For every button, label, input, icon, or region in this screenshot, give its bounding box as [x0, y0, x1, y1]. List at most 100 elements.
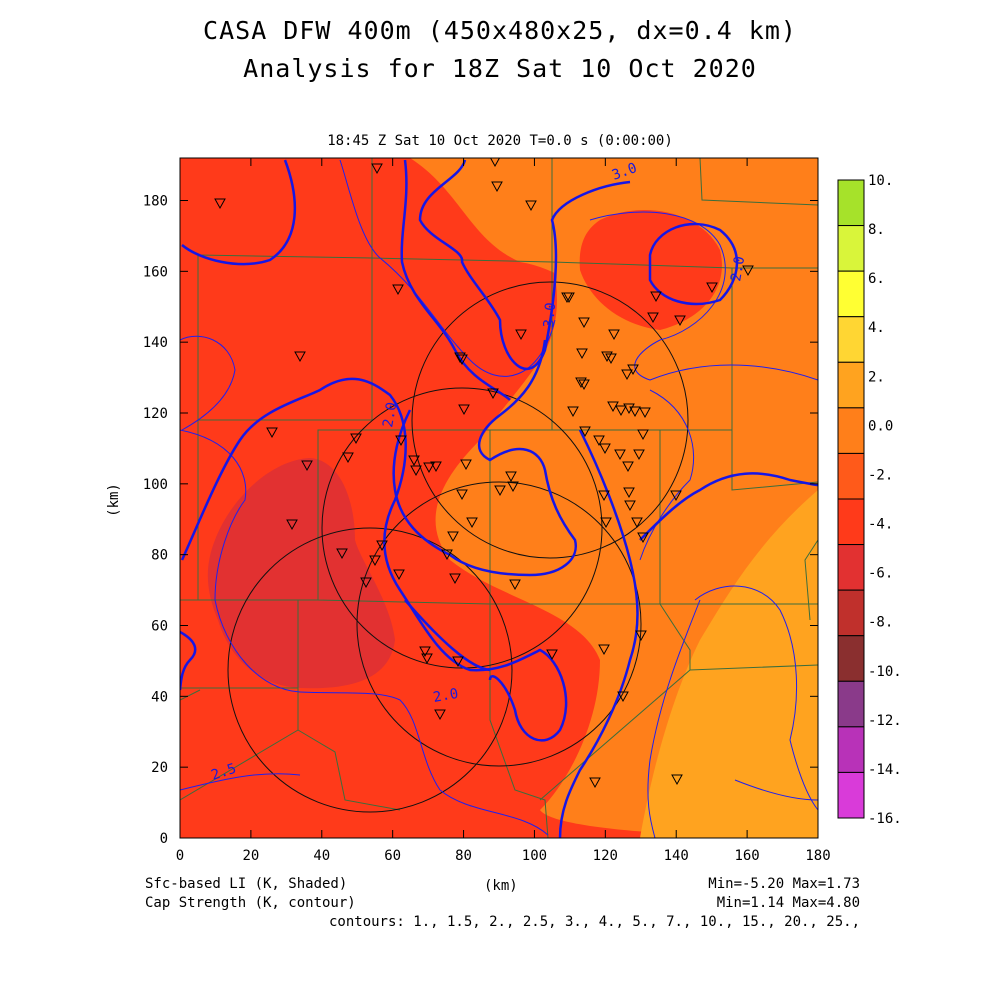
station-marker — [336, 548, 348, 560]
station-marker — [434, 709, 446, 721]
station-marker — [598, 490, 610, 502]
station-marker — [600, 517, 612, 529]
x-tick-label: 80 — [455, 848, 472, 864]
station-marker — [563, 292, 575, 304]
contour-field-stats: Min=1.14 Max=4.80 — [716, 895, 860, 911]
station-marker — [454, 352, 466, 364]
station-marker — [456, 489, 468, 501]
cap-strength-thin-contours — [180, 159, 818, 838]
colorbar-label: -8. — [868, 615, 893, 631]
y-tick-label: 160 — [143, 264, 168, 280]
station-marker — [449, 573, 461, 585]
station-marker — [441, 549, 453, 561]
y-axis-label: (km) — [106, 483, 122, 517]
station-marker — [266, 427, 278, 439]
x-tick-label: 40 — [313, 848, 330, 864]
station-marker — [607, 401, 619, 413]
station-marker — [614, 449, 626, 461]
station-marker — [410, 465, 422, 477]
station-marker — [458, 404, 470, 416]
colorbar-label: 10. — [868, 173, 893, 189]
contour-label: 2.0 — [380, 401, 400, 429]
station-marker — [633, 449, 645, 461]
station-marker — [515, 329, 527, 341]
plot-frame — [179, 157, 819, 839]
station-marker — [546, 649, 558, 661]
station-marker — [423, 462, 435, 474]
station-marker — [608, 329, 620, 341]
station-marker — [509, 579, 521, 591]
colorbar-label: -12. — [868, 713, 902, 729]
station-marker — [623, 403, 635, 415]
colorbar-segment — [837, 225, 865, 272]
y-tick-label: 80 — [151, 548, 168, 564]
station-marker — [579, 426, 591, 438]
contour-field-label: Cap Strength (K, contour) — [145, 895, 356, 911]
station-marker — [639, 407, 651, 419]
station-marker — [635, 630, 647, 642]
station-marker — [371, 163, 383, 175]
colorbar-segment — [837, 179, 865, 227]
colorbar-label: -16. — [868, 811, 902, 827]
station-marker — [214, 198, 226, 210]
contour-label: 2.0 — [432, 686, 460, 706]
station-marker — [294, 351, 306, 363]
station-marker — [456, 354, 468, 366]
x-tick-label: 180 — [805, 848, 830, 864]
station-marker — [507, 481, 519, 493]
station-marker — [466, 517, 478, 529]
colorbar-label: -6. — [868, 566, 893, 582]
station-marker — [567, 406, 579, 418]
station-marker — [598, 644, 610, 656]
station-marker — [392, 284, 404, 296]
colorbar-segment — [837, 589, 865, 637]
station-marker — [637, 429, 649, 441]
radar-ring-3 — [356, 481, 642, 767]
contour-label: 2.5 — [209, 761, 238, 784]
station-marker — [286, 519, 298, 531]
field-region-crimson — [207, 458, 395, 689]
y-tick-label: 40 — [151, 689, 168, 705]
station-marker — [419, 646, 431, 658]
station-marker — [631, 517, 643, 529]
station-marker — [430, 461, 442, 473]
station-marker — [447, 531, 459, 543]
station-marker — [650, 291, 662, 303]
radar-range-rings — [227, 281, 689, 813]
station-marker — [494, 485, 506, 497]
contour-label: 3.0 — [541, 302, 559, 329]
colorbar-segment — [837, 680, 865, 728]
x-tick-label: 140 — [664, 848, 689, 864]
station-marker — [647, 312, 659, 324]
colorbar-label: -4. — [868, 517, 893, 533]
shaded-field-stats: Min=-5.20 Max=1.73 — [708, 876, 860, 892]
station-marker — [623, 487, 635, 499]
contour-levels: contours: 1., 1.5, 2., 2.5, 3., 4., 5., … — [328, 914, 860, 930]
x-tick-label: 0 — [176, 848, 184, 864]
station-marker — [615, 405, 627, 417]
station-marker — [742, 265, 754, 277]
colorbar-label: -2. — [868, 467, 893, 483]
station-marker — [452, 656, 464, 668]
station-markers — [214, 158, 754, 789]
figure-title-line-1: CASA DFW 400m (450x480x25, dx=0.4 km) — [203, 16, 797, 45]
shaded-field: 3.0 2.0 3.0 2.0 2.0 2.5 — [180, 158, 818, 838]
station-marker — [408, 455, 420, 467]
y-tick-label: 140 — [143, 335, 168, 351]
colorbar-label: -10. — [868, 664, 902, 680]
colorbar-segment — [837, 361, 865, 409]
colorbar-label: -14. — [868, 762, 902, 778]
x-tick-label: 20 — [242, 848, 259, 864]
station-marker — [627, 364, 639, 376]
colorbar-label: 6. — [868, 271, 885, 287]
station-marker — [360, 577, 372, 589]
colorbar-segment — [837, 498, 865, 546]
station-marker — [605, 353, 617, 365]
colorbar-label: 2. — [868, 369, 885, 385]
colorbar-segment — [837, 270, 865, 318]
figure-title-line-2: Analysis for 18Z Sat 10 Oct 2020 — [243, 54, 757, 83]
x-tick-label: 100 — [522, 848, 547, 864]
station-marker — [624, 500, 636, 512]
station-marker — [578, 379, 590, 391]
station-marker — [670, 490, 682, 502]
